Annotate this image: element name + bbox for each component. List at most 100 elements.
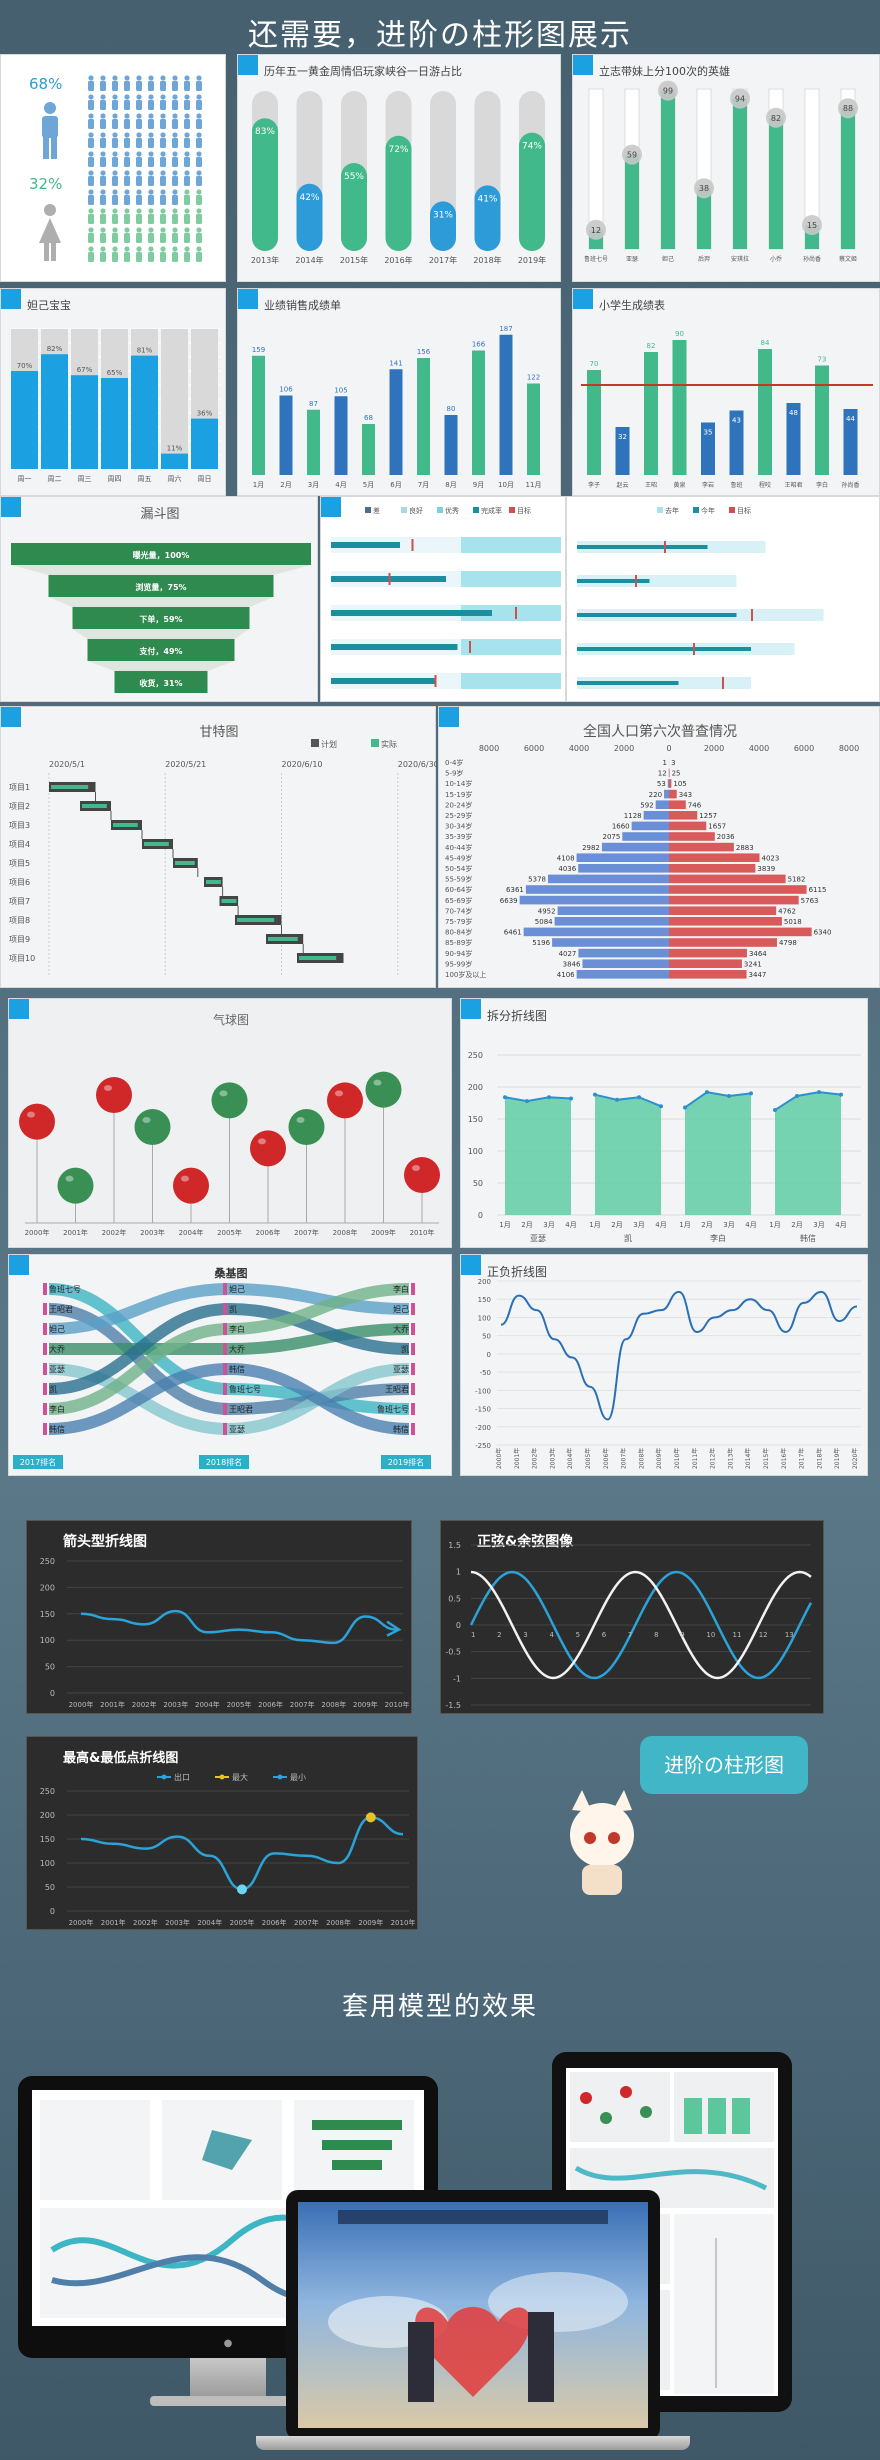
bar xyxy=(644,352,658,475)
tick-label: 6 xyxy=(602,1631,607,1639)
person-icon xyxy=(136,157,142,167)
tick-label: -100 xyxy=(475,1387,491,1395)
page-title: 还需要，进阶の柱形图展示 xyxy=(248,18,632,53)
bullet-curr xyxy=(577,613,737,617)
data-label: 55% xyxy=(344,172,364,182)
value-bubble xyxy=(838,98,858,119)
person-icon xyxy=(88,170,94,176)
person-icon xyxy=(148,151,154,157)
legend-label: 最小 xyxy=(290,1773,306,1782)
person-icon xyxy=(160,208,166,214)
tick-label: 2011年 xyxy=(691,1448,699,1469)
person-icon xyxy=(100,113,106,119)
node-marker xyxy=(43,1303,47,1315)
person-icon xyxy=(124,113,130,119)
funnel-chart: 曝光量，100% 浏览量，75% 下单，59% 支付，49% 收货，31% xyxy=(11,543,311,693)
person-icon xyxy=(184,189,190,195)
node-label: 凯 xyxy=(401,1344,409,1354)
tick-label: 妲己 xyxy=(662,255,674,263)
data-label: 4798 xyxy=(779,939,797,947)
section2-title: 套用模型的效果 xyxy=(341,1992,538,2022)
tick-label: 0-4岁 xyxy=(445,758,463,767)
female-bar xyxy=(669,821,707,831)
capsule-bar xyxy=(519,132,545,251)
tick-label: 100 xyxy=(478,1314,491,1322)
female-bar xyxy=(669,811,698,820)
balloon-panel: 气球图 2000年 2001年 2002年 2003年 2004年 2005年 2006年 2… xyxy=(8,998,452,1248)
person-icon xyxy=(112,189,118,195)
person-icon xyxy=(88,208,94,214)
tick-label: 15-19岁 xyxy=(445,790,472,799)
node-label: 李白 xyxy=(49,1404,65,1414)
data-label: 59 xyxy=(627,151,637,160)
female-bar xyxy=(669,959,742,968)
bar xyxy=(786,403,801,475)
tick-label: 2008年 xyxy=(326,1918,351,1927)
legend-swatch xyxy=(473,507,479,513)
data-label: 3464 xyxy=(749,950,767,958)
split-title: 拆分折线图 xyxy=(487,1009,548,1023)
bullet-band xyxy=(461,537,561,553)
legend-swatch xyxy=(371,739,379,747)
person-icon xyxy=(148,189,154,195)
point xyxy=(615,1097,619,1102)
heroes-chart: 12 鲁班七号 59 亚瑟 99 妲己 38 后羿 94 安琪拉 82 小乔 15 孙尚香 88 蔡文姬 xyxy=(584,80,858,263)
node-marker xyxy=(411,1343,415,1355)
male-bar xyxy=(582,959,669,968)
data-label: 83% xyxy=(255,127,275,137)
bullet-band xyxy=(461,673,561,689)
person-icon xyxy=(172,252,178,262)
tick-label: 3月 xyxy=(633,1221,644,1229)
data-label: 82 xyxy=(771,114,781,123)
node-label: 妲己 xyxy=(49,1324,65,1334)
data-label: 1657 xyxy=(708,823,726,831)
point xyxy=(705,1090,709,1095)
data-label: 87 xyxy=(309,400,318,408)
person-icon xyxy=(196,75,202,81)
value-bubble xyxy=(766,107,786,128)
tick-label: 1 xyxy=(456,1568,461,1577)
person-icon xyxy=(136,214,142,224)
tick-label: 75-79岁 xyxy=(445,917,472,926)
person-icon xyxy=(112,176,118,186)
person-icon xyxy=(100,132,106,138)
tick-label: 小乔 xyxy=(770,255,782,263)
data-label: 1660 xyxy=(612,823,630,831)
person-icon xyxy=(160,113,166,119)
node-marker xyxy=(223,1343,227,1355)
person-icon xyxy=(160,119,166,129)
tick-label: 后羿 xyxy=(698,255,710,263)
balloon xyxy=(57,1167,94,1204)
tick-label: 0.5 xyxy=(448,1594,461,1603)
person-icon xyxy=(136,94,142,100)
tick-label: 2000年 xyxy=(25,1228,50,1237)
value-bubble xyxy=(802,215,822,235)
data-label: 4952 xyxy=(538,907,556,915)
male-bar xyxy=(557,906,669,915)
person-icon xyxy=(172,132,178,138)
data-label: 122 xyxy=(527,374,540,382)
person-icon xyxy=(100,214,106,224)
tick-label: 90-94岁 xyxy=(445,949,472,958)
tick-label: 李白 xyxy=(816,481,828,489)
person-icon xyxy=(88,81,94,91)
sankey-flow xyxy=(48,1283,410,1415)
node-marker xyxy=(223,1303,227,1315)
person-icon xyxy=(184,100,190,110)
tick-label: 周三 xyxy=(78,475,92,483)
legend-marker xyxy=(161,1774,167,1780)
sankey-panel: 桑基图 鲁班七号 王昭君 妲己 大乔 亚瑟凯李白 韩信 妲己凯李白 大乔 韩信 鲁班七号 王昭君 亚瑟… xyxy=(8,1254,452,1476)
year-badge xyxy=(13,1455,63,1469)
person-icon xyxy=(112,208,118,214)
tick-label: 0 xyxy=(487,1351,491,1359)
male-bar xyxy=(525,885,669,894)
actual-bar xyxy=(237,918,275,922)
actual-bar xyxy=(221,899,237,903)
person-icon xyxy=(160,214,166,224)
male-bar xyxy=(622,832,669,841)
funnel-bar xyxy=(48,575,274,597)
person-icon xyxy=(112,227,118,233)
data-label: 5182 xyxy=(788,876,806,884)
person-icon xyxy=(136,233,142,243)
node-label: 鲁班七号 xyxy=(49,1284,81,1294)
